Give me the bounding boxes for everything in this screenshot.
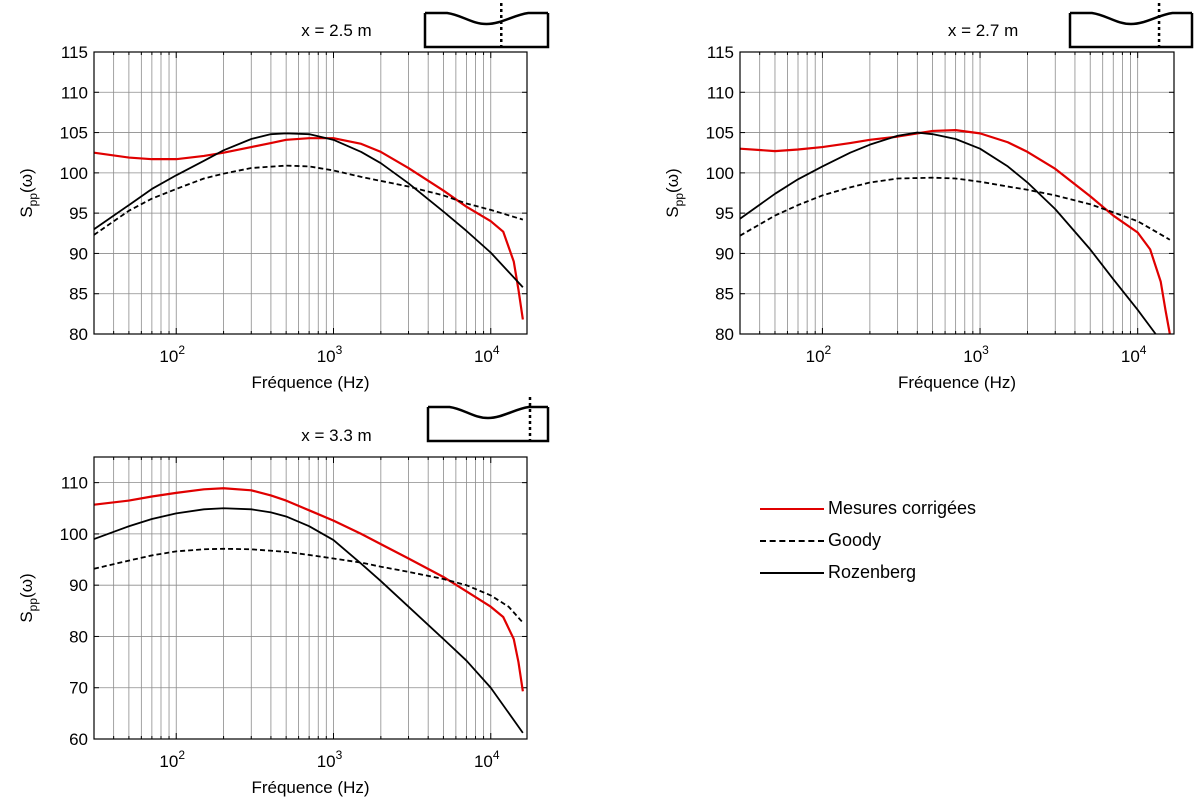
y-tick-label: 80 [69,627,88,646]
profile-pictogram [423,3,550,50]
legend-entry-goody: Goody [760,528,990,560]
legend-swatch-rozenberg [760,572,824,574]
series-line-goody [93,164,524,236]
x-tick-label: 104 [1121,343,1147,366]
y-tick-label: 105 [706,124,734,143]
x-tick-label: 102 [159,748,185,771]
plot-area [94,457,527,739]
chart-2: 80 85 90 95 100 105 110 115 102 103 104 Fréquence (… [663,3,1194,392]
y-tick-label: 70 [69,679,88,698]
chart-title: x = 2.5 m [301,21,371,40]
x-tick-label: 103 [963,343,989,366]
x-tick-label: 103 [317,748,343,771]
x-axis-label: Fréquence (Hz) [898,373,1016,392]
series-line-mesures [93,487,524,692]
legend-label-goody: Goody [828,530,882,550]
y-axis-label: Spp(ω) [17,573,40,622]
chart-3: 60 70 80 90 100 110 102 103 104 Fréquence (Hz) Spp… [17,397,550,797]
y-tick-label: 80 [69,325,88,344]
legend-label-rozenberg: Rozenberg [828,562,917,582]
profile-frame [426,407,550,443]
chart-title: x = 3.3 m [301,426,371,445]
y-tick-label: 85 [69,285,88,304]
y-tick-label: 110 [61,474,88,493]
y-tick-label: 110 [61,83,88,102]
x-tick-label: 102 [806,343,832,366]
chart-1: 80 85 90 95 100 105 110 115 102 103 104 Fréquence (… [17,3,550,392]
legend: Mesures corrigées Goody Rozenberg [760,496,990,592]
y-axis-label: Spp(ω) [17,168,40,217]
y-tick-label: 90 [69,576,88,595]
y-tick-label: 90 [69,244,88,263]
profile-frame [423,13,550,49]
y-tick-label: 115 [61,43,88,62]
y-tick-label: 105 [60,124,88,143]
series-line-mesures [739,129,1171,335]
y-tick-label: 85 [715,285,734,304]
y-tick-label: 100 [60,525,88,544]
profile-wall [1070,11,1192,26]
profile-pictogram [1068,3,1194,50]
y-tick-label: 90 [715,244,734,263]
y-tick-label: 115 [707,43,734,62]
y-tick-label: 95 [715,204,734,223]
profile-pictogram [426,397,550,444]
x-tick-label: 102 [159,343,185,366]
y-tick-label: 110 [707,83,734,102]
series-line-rozenberg [93,507,524,734]
x-tick-label: 103 [317,343,343,366]
legend-swatch-mesures [760,508,824,510]
profile-wall [428,405,548,420]
plot-frame [93,456,528,740]
y-axis-label: Spp(ω) [663,168,686,217]
x-tick-label: 104 [474,748,500,771]
chart-title: x = 2.7 m [948,21,1018,40]
legend-label-mesures: Mesures corrigées [828,498,977,518]
profile-frame [1068,13,1194,49]
series-line-rozenberg [93,132,524,288]
legend-entry-mesures: Mesures corrigées [760,496,990,528]
plot-area [94,52,527,334]
y-tick-label: 80 [715,325,734,344]
plot-frame [93,51,528,335]
x-tick-label: 104 [474,343,500,366]
plot-area [740,52,1174,334]
profile-wall [425,11,548,26]
plot-frame [739,51,1175,335]
series-line-rozenberg [739,131,1157,335]
series-line-goody [739,176,1171,241]
series-line-mesures [93,137,524,320]
legend-swatch-goody [760,540,824,542]
y-tick-label: 100 [60,164,88,183]
x-axis-label: Fréquence (Hz) [251,373,369,392]
y-tick-label: 100 [706,164,734,183]
legend-entry-rozenberg: Rozenberg [760,560,990,592]
x-axis-label: Fréquence (Hz) [251,778,369,797]
y-tick-label: 60 [69,730,88,749]
y-tick-label: 95 [69,204,88,223]
